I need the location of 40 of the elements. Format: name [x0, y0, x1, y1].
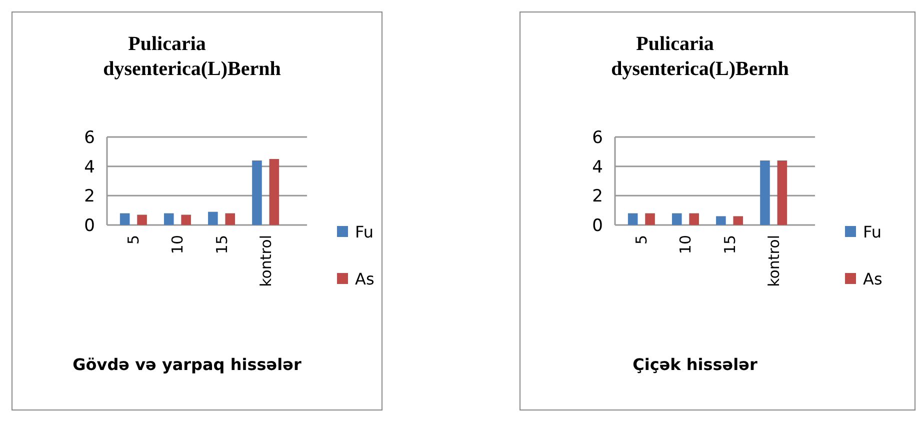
bar [120, 213, 130, 225]
bar [628, 213, 638, 225]
bar [777, 160, 788, 225]
bar [137, 214, 147, 225]
x-tick-label: 5 [632, 235, 651, 245]
y-tick-label: 6 [84, 128, 95, 148]
y-tick-label: 2 [592, 186, 603, 207]
x-tick-label: 15 [720, 235, 739, 254]
y-tick-label: 0 [84, 216, 95, 236]
chart-title: Pulicaria dysenterica(L)Bernh [611, 33, 789, 80]
bar [252, 160, 262, 225]
bar [760, 160, 770, 225]
x-tick-label: 5 [124, 235, 143, 245]
x-axis-title: Çiçək hissələr [632, 355, 758, 374]
legend-label: Fu [355, 222, 374, 242]
x-tick-label: 10 [168, 235, 187, 254]
x-tick-label: kontrol [256, 235, 275, 287]
legend-label: As [863, 270, 882, 289]
y-tick-label: 6 [592, 128, 603, 148]
y-tick-label: 4 [84, 157, 95, 178]
bar [689, 213, 699, 225]
bar [672, 213, 682, 225]
bar [225, 213, 236, 225]
legend-label: As [355, 270, 374, 289]
bar [645, 213, 655, 225]
y-tick-label: 2 [84, 186, 95, 207]
x-axis-title: Gövdə və yarpaq hissələr [72, 355, 302, 374]
legend-label: Fu [863, 222, 882, 242]
bar [733, 216, 744, 225]
bar [181, 214, 191, 225]
bar [208, 212, 218, 225]
y-tick-label: 0 [592, 216, 603, 236]
x-tick-label: kontrol [764, 235, 783, 287]
bar [164, 213, 174, 225]
bar [269, 159, 280, 225]
x-tick-label: 15 [212, 235, 231, 254]
bar [716, 216, 726, 225]
y-tick-label: 4 [592, 157, 603, 178]
x-tick-label: 10 [676, 235, 695, 254]
chart-title: Pulicaria dysenterica(L)Bernh [103, 33, 281, 80]
